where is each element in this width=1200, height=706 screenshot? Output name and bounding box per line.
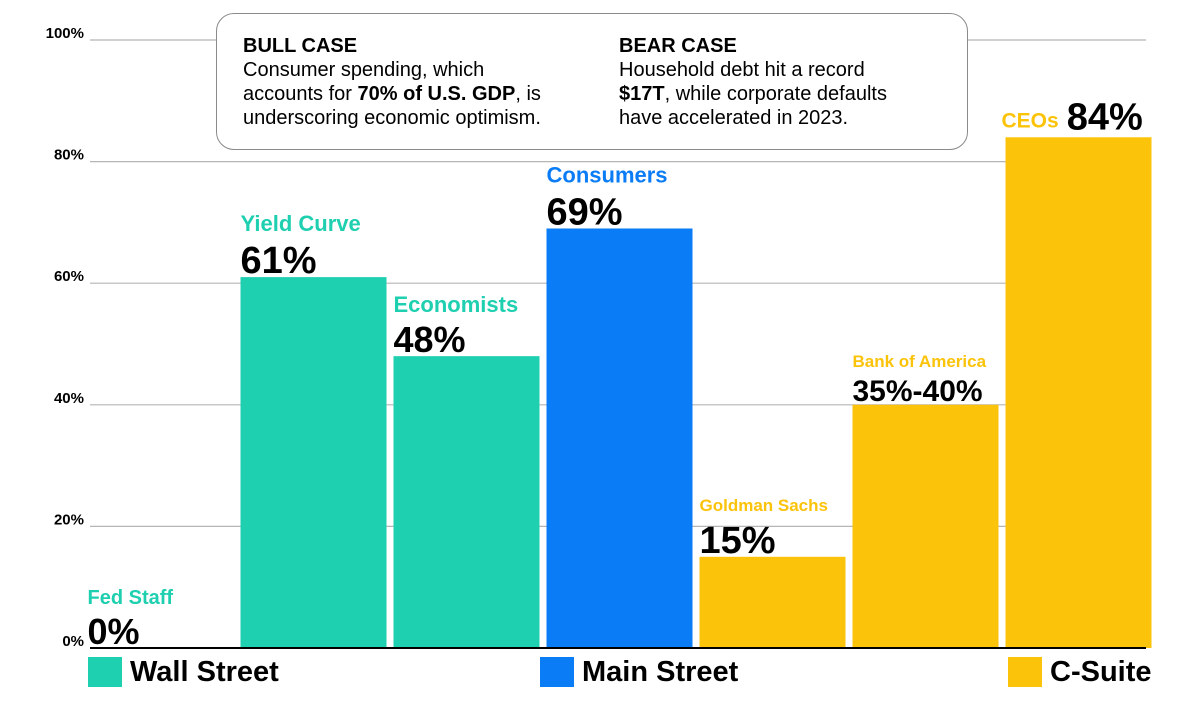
category-label: Yield Curve [241, 211, 361, 236]
y-tick-label: 80% [54, 147, 84, 164]
bull-case-line2-pre: accounts for [243, 83, 358, 105]
legend-main-street: Main Street [540, 655, 738, 689]
value-label: 84% [1067, 96, 1143, 138]
bull-bear-callout: BULL CASE Consumer spending, which accou… [216, 13, 968, 150]
legend-c-suite: C-Suite [1008, 655, 1152, 689]
category-label: Fed Staff [88, 587, 174, 609]
bull-case-line1: Consumer spending, which [243, 59, 485, 81]
bear-case: BEAR CASE Household debt hit a record $1… [619, 34, 949, 130]
bull-case-line2-post: , is [515, 83, 541, 105]
category-label: CEOs [1002, 109, 1059, 132]
y-tick-label: 20% [54, 511, 84, 528]
bar-5 [852, 404, 999, 648]
value-label: 0% [88, 611, 140, 652]
bar-1 [240, 277, 387, 648]
y-tick-label: 100% [46, 25, 84, 42]
bear-case-line1: Household debt hit a record [619, 59, 865, 81]
category-label: Consumers [547, 162, 668, 187]
bar-labels: 0%Fed Staff 61% Yield Curve 48%Economists 69… [88, 96, 1143, 652]
y-tick-label: 0% [62, 633, 84, 650]
bull-case: BULL CASE Consumer spending, which accou… [243, 34, 603, 130]
category-label: Goldman Sachs [700, 496, 828, 515]
bear-case-highlight: $17T [619, 83, 665, 105]
legend-label-main-street: Main Street [582, 655, 739, 688]
bars [240, 137, 1152, 649]
category-label: Bank of America [853, 352, 987, 371]
bear-case-line3: have accelerated in 2023. [619, 107, 849, 129]
value-label: 15% [700, 520, 776, 562]
bar-6 [1005, 137, 1152, 648]
bar-4 [699, 556, 846, 648]
y-tick-label: 40% [54, 390, 84, 407]
value-label: 35%-40% [853, 375, 983, 408]
value-label: 48% [394, 319, 466, 360]
legend-wall-street: Wall Street [88, 655, 279, 689]
bear-case-line2-post: , while corporate defaults [664, 83, 887, 105]
y-axis-ticks: 0% 20% 40% 60% 80% 100% [46, 25, 84, 650]
y-tick-label: 60% [54, 268, 84, 285]
bull-case-title: BULL CASE [243, 35, 358, 57]
bear-case-title: BEAR CASE [619, 35, 737, 57]
legend-swatch-wall-street [88, 657, 122, 687]
bull-case-line3: underscoring economic optimism. [243, 107, 541, 129]
bar-3 [546, 228, 693, 649]
bull-case-highlight: 70% of U.S. GDP [357, 83, 516, 105]
legend-swatch-main-street [540, 657, 574, 687]
legend-label-wall-street: Wall Street [130, 655, 279, 688]
bar-2 [393, 356, 540, 648]
value-label: 69% [547, 191, 623, 233]
legend-swatch-c-suite [1008, 657, 1042, 687]
category-label: Economists [394, 292, 519, 317]
value-label: 61% [241, 240, 317, 282]
legend-label-c-suite: C-Suite [1050, 655, 1152, 688]
